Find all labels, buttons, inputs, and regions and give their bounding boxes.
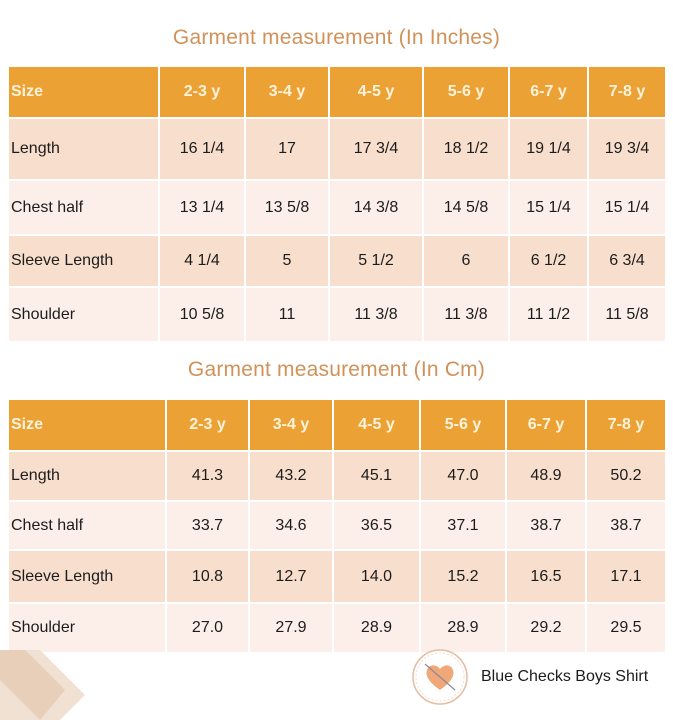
cell: 10.8 [165,549,250,604]
header-cell: 3-4 y [244,65,330,119]
brand-footer: Blue Checks Boys Shirt [411,648,648,706]
cell: 17 [244,117,330,181]
header-cell: 4-5 y [332,398,421,452]
cell: 11 [244,286,330,343]
cell: 36.5 [332,500,421,551]
cell: 11 5/8 [587,286,667,343]
cell: 43.2 [248,450,334,502]
header-cell: 6-7 y [505,398,587,452]
header-cell: 7-8 y [585,398,667,452]
table-row: Length 16 1/4 17 17 3/4 18 1/2 19 1/4 19… [7,117,667,181]
cell: 6 1/2 [508,234,589,288]
header-cell: 4-5 y [328,65,424,119]
cell: 4 1/4 [158,234,246,288]
cell: 15 1/4 [508,179,589,236]
cm-measurement-table: Size 2-3 y 3-4 y 4-5 y 5-6 y 6-7 y 7-8 y… [7,398,667,654]
table-row: Chest half 13 1/4 13 5/8 14 3/8 14 5/8 1… [7,179,667,236]
cell: 13 1/4 [158,179,246,236]
cell: 16.5 [505,549,587,604]
header-cell: Size [7,398,167,452]
cell: 6 3/4 [587,234,667,288]
cell: 16 1/4 [158,117,246,181]
cell: 10 5/8 [158,286,246,343]
inches-measurement-table: Size 2-3 y 3-4 y 4-5 y 5-6 y 6-7 y 7-8 y… [7,65,667,343]
cell: 11 3/8 [422,286,510,343]
cm-table-title: Garment measurement (In Cm) [187,358,486,381]
cell: 6 [422,234,510,288]
cell: 15 1/4 [587,179,667,236]
cell: 29.5 [585,602,667,654]
cell: 33.7 [165,500,250,551]
table-row: Length 41.3 43.2 45.1 47.0 48.9 50.2 [7,450,667,502]
cell: 19 1/4 [508,117,589,181]
cell: 45.1 [332,450,421,502]
table-header-row: Size 2-3 y 3-4 y 4-5 y 5-6 y 6-7 y 7-8 y [7,65,667,119]
cell: 11 3/8 [328,286,424,343]
row-label: Length [7,450,167,502]
row-label: Shoulder [7,602,167,654]
header-cell: 3-4 y [248,398,334,452]
cell: 18 1/2 [422,117,510,181]
cell: 28.9 [419,602,507,654]
cell: 11 1/2 [508,286,589,343]
table-row: Shoulder 10 5/8 11 11 3/8 11 3/8 11 1/2 … [7,286,667,343]
row-label: Chest half [7,500,167,551]
header-cell: 2-3 y [158,65,246,119]
cell: 37.1 [419,500,507,551]
cell: 34.6 [248,500,334,551]
cell: 28.9 [332,602,421,654]
cell: 19 3/4 [587,117,667,181]
decorative-chevron-shape [0,650,85,720]
row-label: Sleeve Length [7,549,167,604]
header-cell: 2-3 y [165,398,250,452]
header-cell: 6-7 y [508,65,589,119]
cell: 14.0 [332,549,421,604]
cell: 5 1/2 [328,234,424,288]
table-row: Sleeve Length 10.8 12.7 14.0 15.2 16.5 1… [7,549,667,604]
cell: 41.3 [165,450,250,502]
cell: 38.7 [585,500,667,551]
table-header-row: Size 2-3 y 3-4 y 4-5 y 5-6 y 6-7 y 7-8 y [7,398,667,452]
row-label: Length [7,117,160,181]
table-row: Sleeve Length 4 1/4 5 5 1/2 6 6 1/2 6 3/… [7,234,667,288]
cell: 38.7 [505,500,587,551]
cell: 17 3/4 [328,117,424,181]
row-label: Shoulder [7,286,160,343]
header-cell: 7-8 y [587,65,667,119]
cell: 27.0 [165,602,250,654]
cell: 29.2 [505,602,587,654]
table-row: Chest half 33.7 34.6 36.5 37.1 38.7 38.7 [7,500,667,551]
table-row: Shoulder 27.0 27.9 28.9 28.9 29.2 29.5 [7,602,667,654]
cell: 13 5/8 [244,179,330,236]
cell: 5 [244,234,330,288]
cell: 27.9 [248,602,334,654]
header-cell: 5-6 y [422,65,510,119]
row-label: Sleeve Length [7,234,160,288]
inches-table-title: Garment measurement (In Inches) [172,26,501,49]
header-cell: 5-6 y [419,398,507,452]
cell: 47.0 [419,450,507,502]
cell: 17.1 [585,549,667,604]
cell: 15.2 [419,549,507,604]
cell: 48.9 [505,450,587,502]
cell: 14 3/8 [328,179,424,236]
row-label: Chest half [7,179,160,236]
heart-with-needle-logo-icon [412,649,468,705]
cell: 50.2 [585,450,667,502]
header-cell: Size [7,65,160,119]
product-name: Blue Checks Boys Shirt [481,668,649,685]
cell: 12.7 [248,549,334,604]
cell: 14 5/8 [422,179,510,236]
